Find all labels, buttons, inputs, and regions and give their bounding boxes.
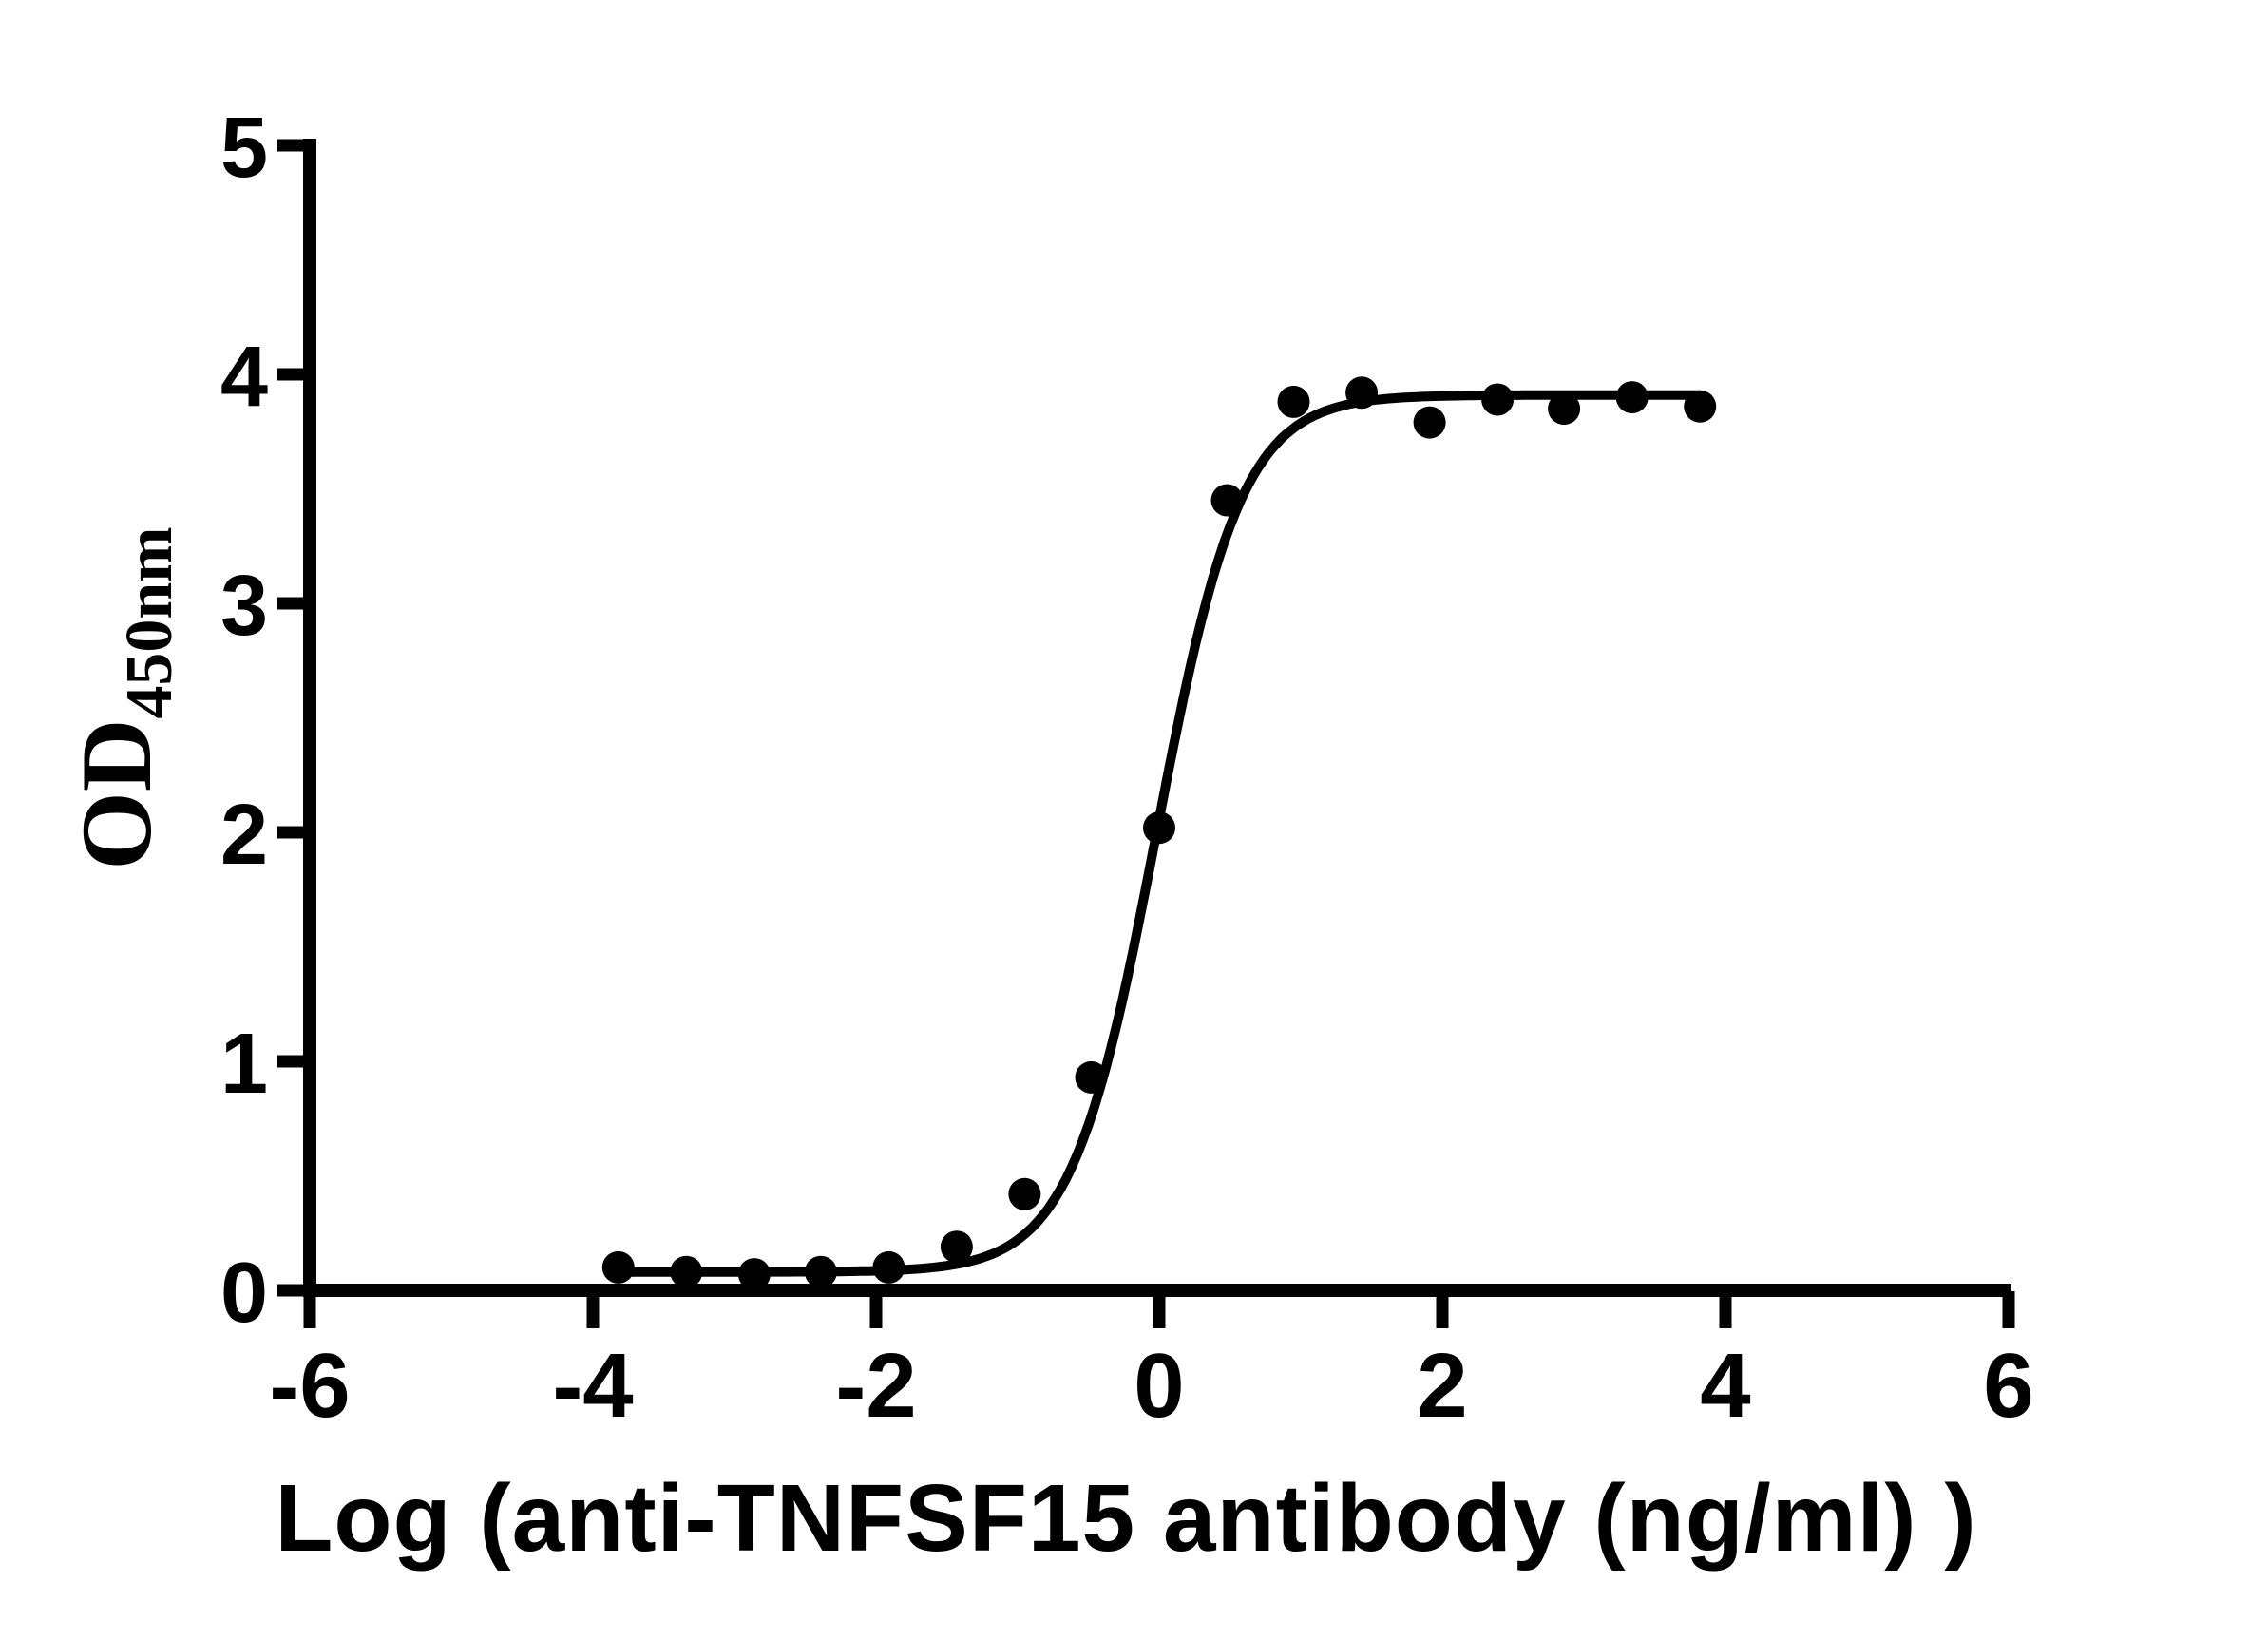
y-tick-label: 2 (220, 788, 268, 883)
data-point (1143, 811, 1175, 845)
data-point (1210, 484, 1244, 517)
data-point (1481, 383, 1515, 416)
x-tick-label: 6 (1983, 1335, 2033, 1437)
y-tick-label: 4 (220, 330, 268, 425)
y-axis-title-subscript: 450nm (113, 526, 186, 718)
data-point (1615, 381, 1649, 414)
data-point (804, 1255, 837, 1288)
x-tick-label: -4 (552, 1335, 633, 1437)
y-axis-title: OD450nm (61, 526, 186, 869)
data-point (1075, 1060, 1108, 1094)
x-axis-ticks: -6 -4 -2 0 2 4 6 (269, 1291, 2034, 1437)
y-axis-title-main: OD (61, 719, 172, 870)
x-tick-label: -6 (269, 1335, 350, 1437)
data-point (601, 1250, 635, 1284)
x-tick-label: -2 (835, 1335, 916, 1437)
x-tick-label: 0 (1134, 1335, 1184, 1437)
y-tick-label: 1 (220, 1017, 268, 1112)
y-tick-label: 5 (220, 101, 268, 196)
data-point (940, 1230, 973, 1264)
data-point (872, 1250, 905, 1284)
data-point (1684, 390, 1717, 423)
data-point (670, 1255, 703, 1288)
data-point (1008, 1177, 1041, 1210)
x-tick-label: 2 (1417, 1335, 1467, 1437)
x-tick-label: 4 (1700, 1335, 1750, 1437)
y-axis-ticks: 0 1 2 3 4 5 (220, 101, 310, 1341)
data-point (1345, 376, 1379, 410)
x-axis-title: Log (anti-TNFSF15 antibody (ng/ml) ) (275, 1465, 1976, 1572)
data-point (1548, 392, 1581, 426)
data-point (1413, 406, 1446, 439)
data-point (1277, 385, 1310, 418)
y-tick-label: 3 (220, 559, 268, 654)
y-tick-label: 0 (220, 1246, 268, 1341)
data-point (737, 1258, 771, 1291)
data-points-group (601, 376, 1717, 1291)
